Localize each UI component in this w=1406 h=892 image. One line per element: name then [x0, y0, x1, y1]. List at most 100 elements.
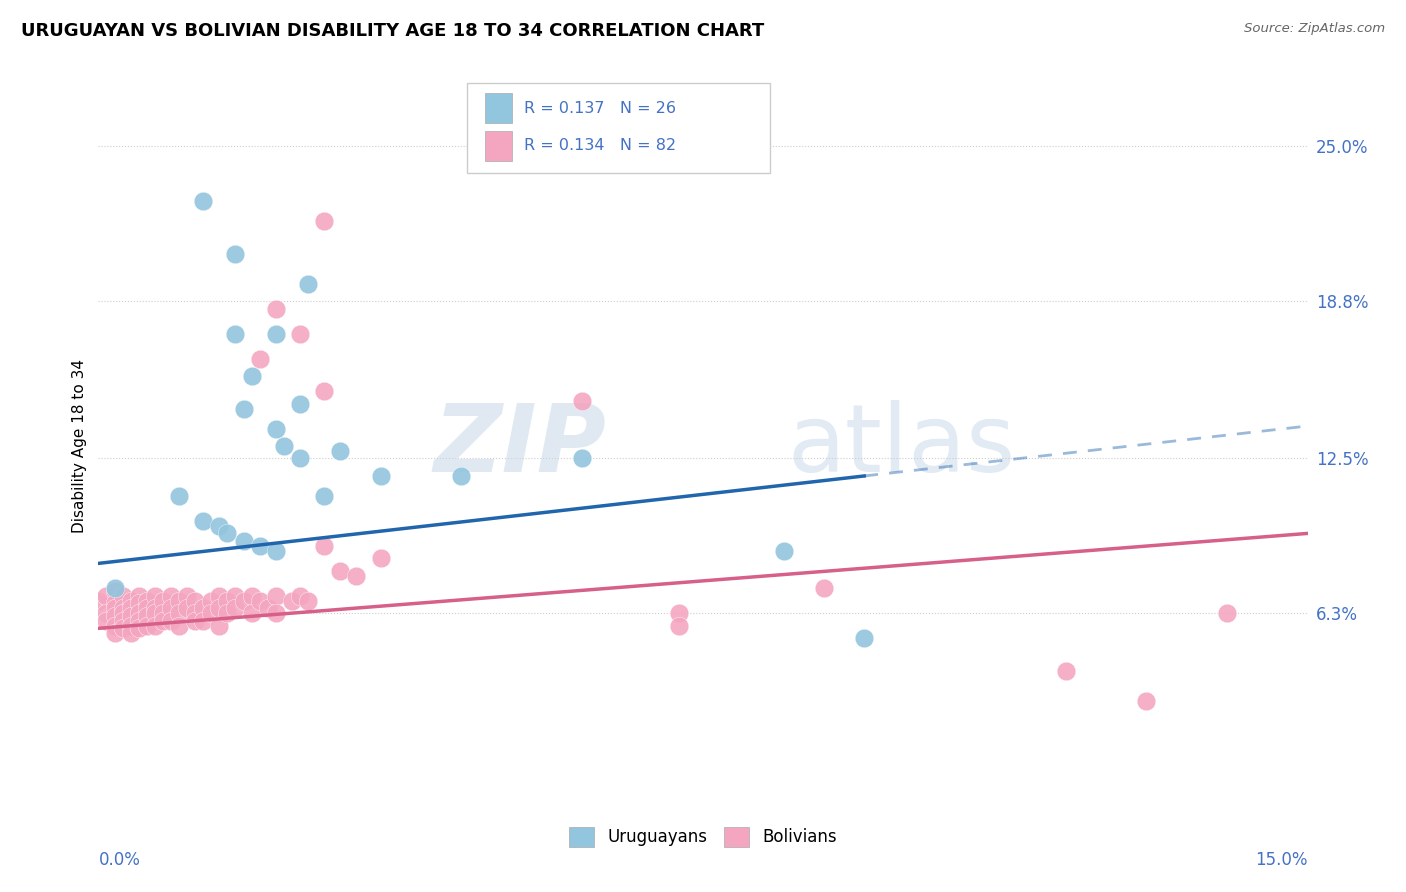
Point [813, 582, 835, 596]
Point [184, 607, 207, 621]
Point [143, 619, 166, 633]
Point [120, 601, 142, 615]
Point [120, 619, 142, 633]
Point [249, 594, 271, 608]
Point [273, 439, 295, 453]
Point [176, 589, 198, 603]
Point [135, 594, 157, 608]
Point [128, 614, 150, 628]
Point [111, 614, 134, 628]
Point [314, 489, 336, 503]
Point [200, 594, 222, 608]
Point [249, 539, 271, 553]
Text: URUGUAYAN VS BOLIVIAN DISABILITY AGE 18 TO 34 CORRELATION CHART: URUGUAYAN VS BOLIVIAN DISABILITY AGE 18 … [21, 22, 765, 40]
Point [184, 614, 207, 628]
Point [370, 551, 392, 566]
Point [297, 277, 319, 291]
Point [152, 594, 174, 608]
Point [224, 589, 246, 603]
Point [176, 601, 198, 615]
Point [200, 607, 222, 621]
Point [249, 351, 271, 366]
Point [450, 469, 472, 483]
Point [240, 369, 263, 384]
Point [314, 539, 336, 553]
Point [103, 601, 125, 615]
Point [208, 619, 231, 633]
Point [240, 589, 263, 603]
Point [111, 601, 134, 615]
Point [128, 589, 150, 603]
FancyBboxPatch shape [485, 94, 512, 123]
Point [264, 589, 287, 603]
Y-axis label: Disability Age 18 to 34: Disability Age 18 to 34 [72, 359, 87, 533]
Point [772, 544, 794, 558]
Text: ZIP: ZIP [433, 400, 606, 492]
Point [314, 384, 336, 398]
Point [135, 601, 157, 615]
Point [571, 451, 593, 466]
Point [167, 619, 190, 633]
Point [264, 301, 287, 316]
Point [103, 582, 125, 596]
Point [264, 544, 287, 558]
Point [217, 594, 239, 608]
Text: R = 0.137   N = 26: R = 0.137 N = 26 [524, 101, 676, 116]
Text: 15.0%: 15.0% [1256, 851, 1308, 869]
Point [264, 421, 287, 435]
Point [111, 589, 134, 603]
Text: Source: ZipAtlas.com: Source: ZipAtlas.com [1244, 22, 1385, 36]
Point [217, 607, 239, 621]
Point [668, 619, 690, 633]
Point [143, 601, 166, 615]
Point [256, 601, 278, 615]
Point [103, 596, 125, 610]
Point [668, 607, 690, 621]
Point [344, 569, 367, 583]
Point [329, 444, 352, 458]
Point [232, 401, 254, 416]
Point [297, 594, 319, 608]
Point [103, 626, 125, 640]
Point [288, 451, 311, 466]
Point [128, 596, 150, 610]
Point [264, 607, 287, 621]
Text: 0.0%: 0.0% [98, 851, 141, 869]
Point [288, 589, 311, 603]
Point [240, 607, 263, 621]
Point [135, 619, 157, 633]
Point [152, 614, 174, 628]
Point [160, 614, 183, 628]
Point [370, 469, 392, 483]
Point [120, 626, 142, 640]
Point [87, 594, 110, 608]
Point [111, 607, 134, 621]
Point [208, 589, 231, 603]
Point [224, 246, 246, 260]
Point [193, 614, 215, 628]
Point [288, 326, 311, 341]
Point [135, 608, 157, 623]
Point [853, 632, 876, 646]
Point [143, 589, 166, 603]
Point [232, 533, 254, 548]
Point [224, 601, 246, 615]
Point [208, 601, 231, 615]
FancyBboxPatch shape [485, 130, 512, 161]
Point [1054, 664, 1077, 678]
Text: R = 0.134   N = 82: R = 0.134 N = 82 [524, 138, 676, 153]
Point [167, 594, 190, 608]
Point [143, 607, 166, 621]
Point [120, 608, 142, 623]
Point [288, 396, 311, 410]
Text: atlas: atlas [787, 400, 1017, 492]
Point [281, 594, 304, 608]
Point [103, 608, 125, 623]
Point [152, 607, 174, 621]
Point [160, 601, 183, 615]
Point [1216, 607, 1239, 621]
Point [264, 326, 287, 341]
Point [184, 594, 207, 608]
Point [193, 514, 215, 528]
Point [1135, 694, 1157, 708]
